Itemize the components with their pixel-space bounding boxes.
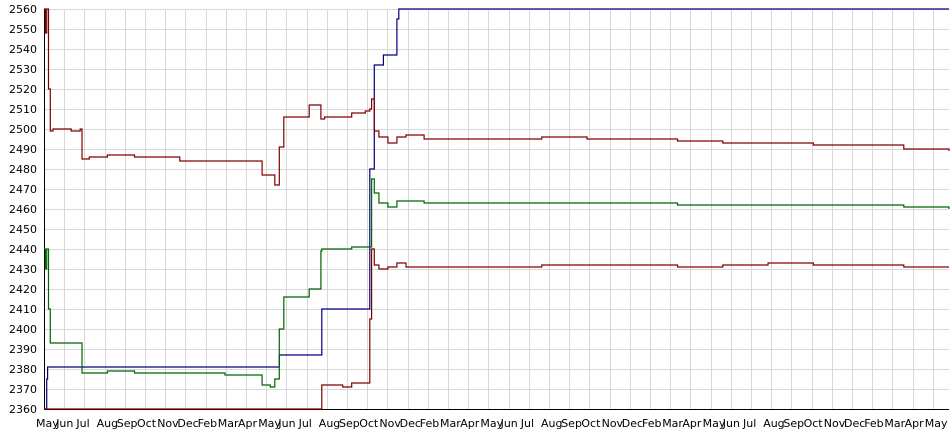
x-tick-label: Feb [198,417,217,430]
x-tick-label: Jun [722,417,740,430]
series-lines [44,8,950,410]
y-tick-label: 2530 [9,63,37,76]
y-tick-label: 2500 [9,123,37,136]
y-tick-label: 2430 [9,263,37,276]
x-tick-label: Oct [359,417,379,430]
y-tick-label: 2420 [9,283,37,296]
x-tick-label: Oct [137,417,157,430]
x-tick-label: May [36,417,59,430]
x-tick-label: Aug [97,417,118,430]
x-tick-label: Dec [177,417,198,430]
x-tick-label: Jul [520,417,534,430]
x-tick-label: Apr [238,417,258,430]
x-tick-label: Dec [622,417,643,430]
y-tick-label: 2520 [9,83,37,96]
series-line-4 [44,248,949,410]
y-tick-label: 2480 [9,163,37,176]
x-tick-label: Mar [440,417,461,430]
y-axis-tick-labels: 2360 2370 2380 2390 2400 2410 2420 2430 2440 2450… [9,3,37,416]
x-tick-label: Sep [783,417,804,430]
y-tick-label: 2400 [9,323,37,336]
x-tick-label: Sep [117,417,138,430]
x-tick-label: Oct [581,417,601,430]
x-tick-label: Feb [642,417,661,430]
series-line-1 [44,8,949,410]
y-tick-label: 2380 [9,363,37,376]
x-tick-label: Nov [824,417,846,430]
x-tick-label: Sep [561,417,582,430]
series-line-3 [44,178,950,388]
y-tick-label: 2540 [9,43,37,56]
x-tick-label: Nov [379,417,401,430]
x-tick-label: May [925,417,948,430]
x-tick-label: May [703,417,726,430]
x-tick-label: Jun [277,417,295,430]
x-tick-label: Nov [157,417,179,430]
x-tick-label: Dec [400,417,421,430]
x-tick-label: Dec [844,417,865,430]
series-line-2 [44,8,950,186]
x-tick-label: Apr [905,417,925,430]
y-tick-label: 2360 [9,403,37,416]
y-tick-label: 2510 [9,103,37,116]
x-tick-label: Oct [804,417,824,430]
x-tick-label: Mar [884,417,905,430]
x-tick-label: Jun [500,417,518,430]
x-tick-label: Aug [541,417,562,430]
x-tick-label: Mar [218,417,239,430]
x-tick-label: Jul [742,417,756,430]
x-tick-label: May [480,417,503,430]
x-tick-label: Jul [298,417,312,430]
x-tick-label: Apr [460,417,480,430]
x-tick-label: Jun [55,417,73,430]
x-tick-label: Nov [602,417,624,430]
y-tick-label: 2450 [9,223,37,236]
y-tick-label: 2550 [9,23,37,36]
x-tick-label: Aug [319,417,340,430]
y-tick-label: 2560 [9,3,37,16]
x-tick-label: Sep [339,417,360,430]
y-tick-label: 2390 [9,343,37,356]
y-tick-label: 2460 [9,203,37,216]
y-tick-label: 2410 [9,303,37,316]
x-tick-label: Apr [682,417,702,430]
x-tick-label: Jul [75,417,89,430]
x-tick-label: Aug [763,417,784,430]
y-tick-label: 2440 [9,243,37,256]
y-tick-label: 2370 [9,383,37,396]
x-tick-label: May [258,417,281,430]
x-tick-label: Feb [864,417,883,430]
x-tick-label: Feb [420,417,439,430]
y-tick-label: 2470 [9,183,37,196]
y-tick-label: 2490 [9,143,37,156]
horizontal-gridlines [44,9,949,410]
x-tick-label: Mar [662,417,683,430]
